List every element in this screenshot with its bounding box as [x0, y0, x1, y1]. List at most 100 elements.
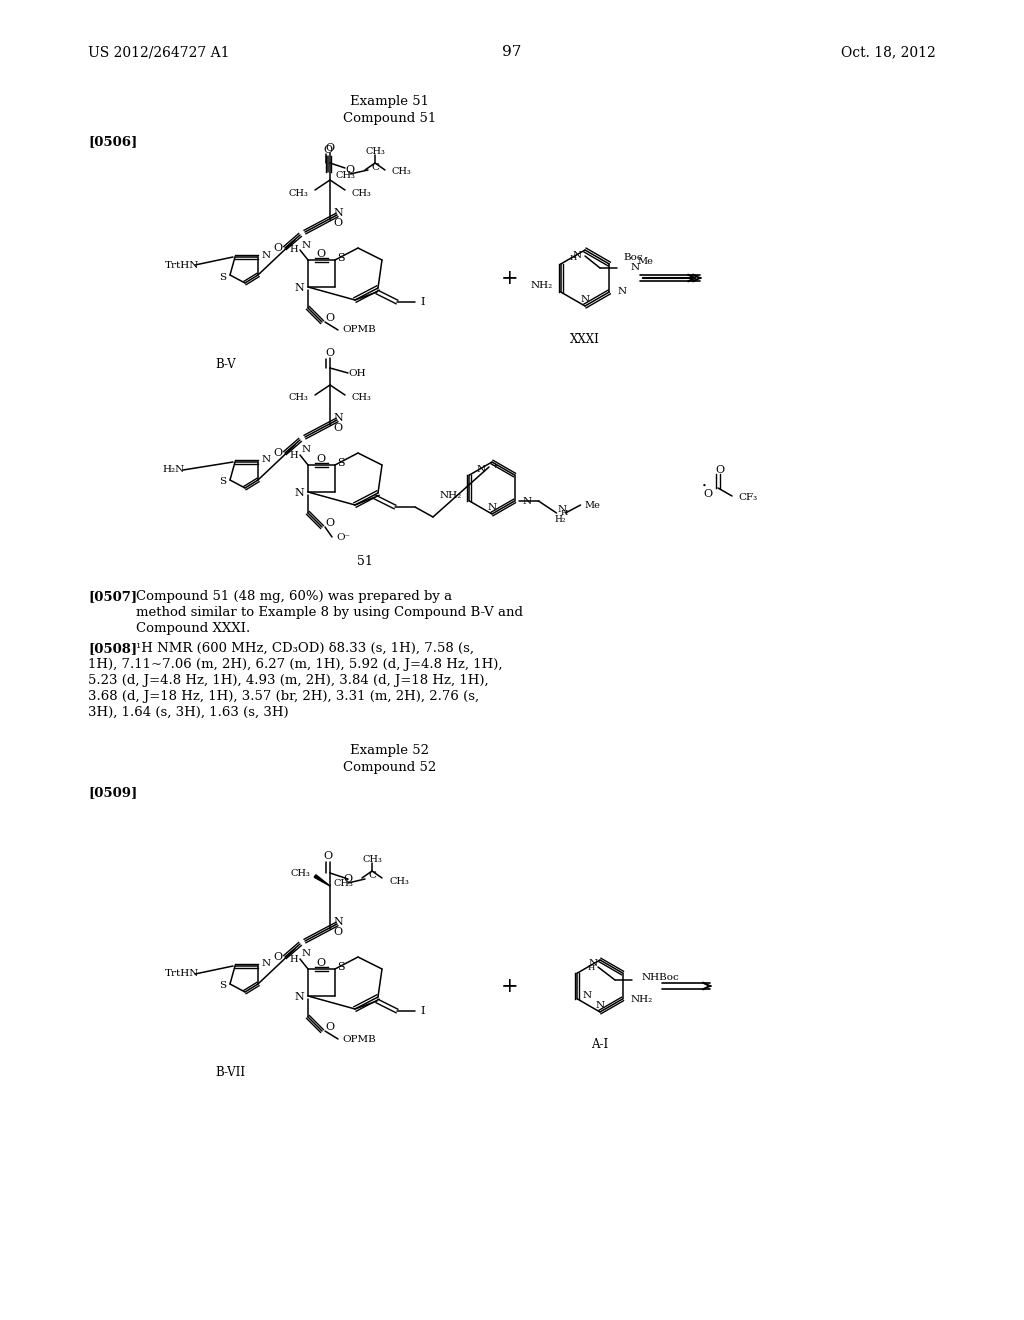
Text: Me: Me	[637, 257, 653, 267]
Text: N: N	[487, 503, 497, 511]
Text: O: O	[345, 165, 354, 176]
Text: 3.68 (d, J=18 Hz, 1H), 3.57 (br, 2H), 3.31 (m, 2H), 2.76 (s,: 3.68 (d, J=18 Hz, 1H), 3.57 (br, 2H), 3.…	[88, 690, 479, 704]
Text: B-VII: B-VII	[215, 1067, 245, 1078]
Text: C: C	[371, 164, 379, 173]
Text: N: N	[262, 455, 271, 465]
Text: N: N	[262, 251, 271, 260]
Text: CH₃: CH₃	[366, 147, 385, 156]
Text: O: O	[333, 927, 342, 937]
Text: N: N	[583, 990, 592, 999]
Text: Oct. 18, 2012: Oct. 18, 2012	[842, 45, 936, 59]
Text: CH₃: CH₃	[333, 879, 353, 887]
Text: O⁻: O⁻	[336, 532, 350, 541]
Text: +: +	[501, 978, 519, 997]
Text: S: S	[219, 982, 226, 990]
Text: 3H), 1.64 (s, 3H), 1.63 (s, 3H): 3H), 1.64 (s, 3H), 1.63 (s, 3H)	[88, 706, 289, 719]
Text: N: N	[302, 446, 311, 454]
Text: B-V: B-V	[215, 358, 236, 371]
Text: N: N	[294, 282, 304, 293]
Text: N: N	[477, 466, 486, 474]
Text: [0508]: [0508]	[88, 642, 137, 655]
Text: N: N	[617, 288, 627, 297]
Text: 5.23 (d, J=4.8 Hz, 1H), 4.93 (m, 2H), 3.84 (d, J=18 Hz, 1H),: 5.23 (d, J=4.8 Hz, 1H), 4.93 (m, 2H), 3.…	[88, 675, 488, 686]
Text: O: O	[273, 243, 283, 253]
Text: O: O	[326, 348, 335, 358]
Text: H₂N: H₂N	[162, 466, 184, 474]
Text: CH₃: CH₃	[335, 170, 355, 180]
Text: S: S	[337, 253, 345, 263]
Text: N: N	[581, 294, 590, 304]
Text: Compound XXXI.: Compound XXXI.	[136, 622, 250, 635]
Text: TrtHN: TrtHN	[165, 260, 200, 269]
Text: [0506]: [0506]	[88, 135, 137, 148]
Text: O: O	[316, 454, 326, 465]
Text: OH: OH	[348, 368, 366, 378]
Text: NH₂: NH₂	[631, 994, 652, 1003]
Text: C: C	[368, 871, 376, 880]
Text: O: O	[273, 447, 283, 458]
Text: I: I	[420, 1006, 425, 1016]
Text: O: O	[324, 145, 333, 154]
Text: N: N	[294, 488, 304, 498]
Text: Example 52: Example 52	[350, 744, 429, 756]
Text: O: O	[716, 465, 725, 475]
Text: N: N	[333, 917, 343, 927]
Text: O: O	[343, 874, 352, 884]
Text: H: H	[560, 510, 568, 517]
Text: N: N	[572, 251, 582, 260]
Text: O: O	[325, 313, 334, 323]
Text: CH₃: CH₃	[362, 854, 382, 863]
Text: Compound 51 (48 mg, 60%) was prepared by a: Compound 51 (48 mg, 60%) was prepared by…	[136, 590, 453, 603]
Text: Compound 52: Compound 52	[343, 762, 436, 774]
Text: OPMB: OPMB	[342, 1035, 376, 1044]
Text: ¹H NMR (600 MHz, CD₃OD) δ8.33 (s, 1H), 7.58 (s,: ¹H NMR (600 MHz, CD₃OD) δ8.33 (s, 1H), 7…	[136, 642, 474, 655]
Text: •: •	[701, 482, 707, 490]
Polygon shape	[314, 875, 330, 886]
Text: 1H), 7.11~7.06 (m, 2H), 6.27 (m, 1H), 5.92 (d, J=4.8 Hz, 1H),: 1H), 7.11~7.06 (m, 2H), 6.27 (m, 1H), 5.…	[88, 657, 503, 671]
Text: XXXI: XXXI	[570, 333, 600, 346]
Text: I: I	[420, 297, 425, 308]
Text: O: O	[325, 1022, 334, 1032]
Text: N: N	[262, 960, 271, 969]
Text: O: O	[333, 218, 342, 228]
Text: CH₃: CH₃	[288, 189, 308, 198]
Text: N: N	[333, 209, 343, 218]
Text: method similar to Example 8 by using Compound B-V and: method similar to Example 8 by using Com…	[136, 606, 523, 619]
Text: O: O	[316, 958, 326, 968]
Text: H: H	[588, 964, 595, 972]
Text: OPMB: OPMB	[342, 326, 376, 334]
Text: CH₃: CH₃	[392, 168, 412, 177]
Text: [0507]: [0507]	[88, 590, 137, 603]
Text: O: O	[273, 952, 283, 962]
Text: NHBoc: NHBoc	[642, 974, 680, 982]
Text: N: N	[333, 413, 343, 422]
Text: O: O	[325, 517, 334, 528]
Text: H: H	[290, 450, 298, 459]
Text: US 2012/264727 A1: US 2012/264727 A1	[88, 45, 229, 59]
Text: +: +	[501, 268, 519, 288]
Text: O: O	[324, 851, 333, 861]
Text: NH₂: NH₂	[439, 491, 462, 499]
Text: H₂: H₂	[555, 515, 566, 524]
Text: H: H	[569, 253, 577, 261]
Text: +: +	[490, 462, 498, 470]
Text: O: O	[326, 143, 335, 153]
Text: 51: 51	[357, 554, 373, 568]
Text: O: O	[333, 422, 342, 433]
Text: [0509]: [0509]	[88, 785, 137, 799]
Text: N: N	[522, 496, 531, 506]
Text: S: S	[337, 962, 345, 972]
Text: N: N	[294, 993, 304, 1002]
Text: H: H	[290, 954, 298, 964]
Text: N: N	[589, 960, 598, 969]
Text: S: S	[337, 458, 345, 469]
Text: Boc: Boc	[623, 253, 643, 263]
Text: CH₃: CH₃	[290, 869, 310, 878]
Text: H: H	[290, 246, 298, 255]
Text: Compound 51: Compound 51	[343, 112, 436, 125]
Text: CH₃: CH₃	[352, 393, 372, 403]
Text: N: N	[631, 264, 640, 272]
Text: CH₃: CH₃	[288, 393, 308, 403]
Text: Example 51: Example 51	[350, 95, 429, 108]
Text: CH₃: CH₃	[352, 189, 372, 198]
